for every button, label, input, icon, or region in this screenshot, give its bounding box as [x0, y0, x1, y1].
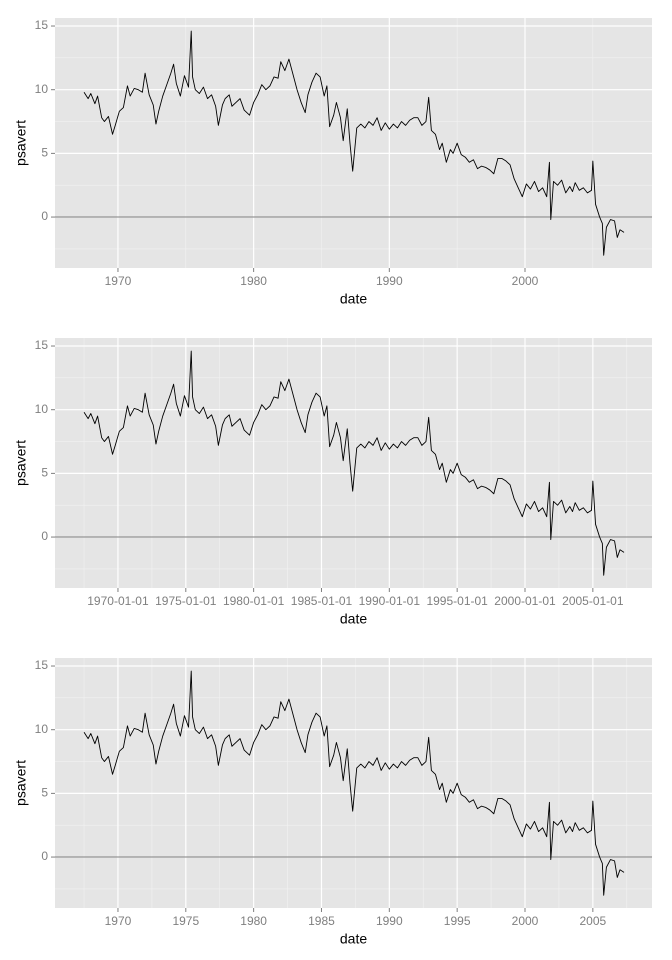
y-tick-label: 10	[35, 402, 49, 416]
panel: 1970 1975 1980 1985 1990 1995 2000 2005 0 5 10 15 da…	[13, 658, 652, 947]
x-tick-label: 1970-01-01	[87, 594, 149, 608]
y-tick-label: 15	[35, 338, 49, 352]
y-tick-label: 15	[35, 658, 49, 672]
x-tick-label: 1980-01-01	[223, 594, 285, 608]
x-tick-label: 2005	[579, 914, 606, 928]
x-tick-label: 2000	[512, 914, 539, 928]
y-tick-label: 5	[41, 146, 48, 160]
plot-background	[55, 658, 652, 908]
x-tick-label: 1970	[105, 914, 132, 928]
y-tick-label: 5	[41, 466, 48, 480]
y-tick-label: 10	[35, 82, 49, 96]
x-tick-label: 1970	[105, 274, 132, 288]
y-axis-title: psavert	[13, 760, 29, 806]
x-tick-label: 1985	[308, 914, 335, 928]
series-line	[83, 670, 625, 896]
panel: 1970-01-01 1975-01-01 1980-01-01 1985-01-01…	[13, 338, 652, 627]
y-tick-label: 10	[35, 722, 49, 736]
x-tick-label: 1980	[240, 914, 267, 928]
x-tick-label: 1975	[172, 914, 199, 928]
x-tick-label: 2000-01-01	[494, 594, 556, 608]
x-tick-label: 2005-01-01	[562, 594, 624, 608]
x-tick-label: 2000	[512, 274, 539, 288]
x-tick-label: 1990	[376, 274, 403, 288]
x-tick-label: 1990-01-01	[359, 594, 421, 608]
x-tick-label: 1980	[240, 274, 267, 288]
y-tick-label: 5	[41, 786, 48, 800]
x-axis-title: date	[340, 611, 367, 627]
x-tick-label: 1990	[376, 914, 403, 928]
series-line	[83, 30, 625, 256]
y-tick-label: 0	[41, 529, 48, 543]
plot-background	[55, 338, 652, 588]
x-tick-label: 1985-01-01	[291, 594, 353, 608]
panel: 1970 1980 1990 2000 0 5 10 15 date psavert	[13, 18, 652, 307]
x-axis-title: date	[340, 931, 367, 947]
y-tick-label: 15	[35, 18, 49, 32]
x-tick-label: 1975-01-01	[155, 594, 217, 608]
x-tick-label: 1995-01-01	[426, 594, 488, 608]
y-axis-title: psavert	[13, 120, 29, 166]
y-axis-title: psavert	[13, 440, 29, 486]
y-tick-label: 0	[41, 209, 48, 223]
series-line	[83, 350, 625, 576]
x-tick-label: 1995	[444, 914, 471, 928]
plot-background	[55, 18, 652, 268]
y-tick-label: 0	[41, 849, 48, 863]
x-axis-title: date	[340, 291, 367, 307]
